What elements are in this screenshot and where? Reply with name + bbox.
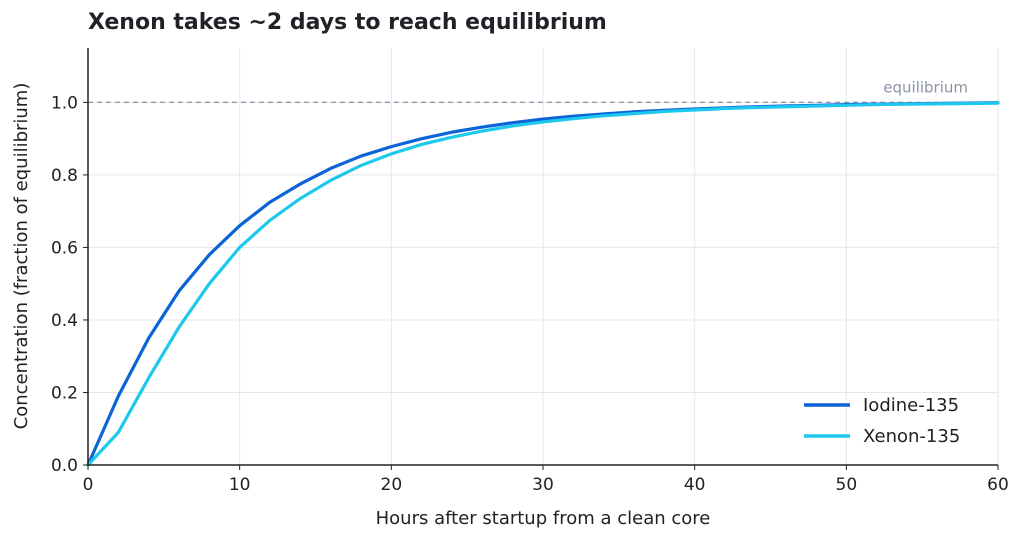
x-tick-label: 0 <box>83 475 94 495</box>
reference-line-group: equilibrium <box>88 78 998 103</box>
y-tick-label: 0.4 <box>51 311 78 331</box>
chart-title: Xenon takes ~2 days to reach equilibrium <box>88 10 607 35</box>
series-line-xenon-135 <box>86 101 1000 467</box>
y-tick-label: 1.0 <box>51 93 78 113</box>
y-tick-label: 0.0 <box>51 456 78 476</box>
series-lines <box>86 101 1000 467</box>
x-tick-label: 40 <box>684 475 706 495</box>
legend: Iodine-135 Xenon-135 <box>804 395 960 447</box>
x-tick-label: 60 <box>987 475 1009 495</box>
y-axis-ticks: 0.0 0.2 0.4 0.6 0.8 1.0 <box>51 93 88 476</box>
legend-label: Xenon-135 <box>863 426 960 447</box>
y-axis-label: Concentration (fraction of equilibrium) <box>11 83 32 430</box>
x-axis-ticks: 0 10 20 30 40 50 60 <box>83 465 1009 495</box>
legend-label: Iodine-135 <box>863 395 959 416</box>
y-tick-label: 0.6 <box>51 238 78 258</box>
y-tick-label: 0.8 <box>51 166 78 186</box>
x-axis-label: Hours after startup from a clean core <box>376 508 711 529</box>
x-tick-label: 30 <box>532 475 554 495</box>
x-tick-label: 10 <box>229 475 251 495</box>
x-tick-label: 20 <box>381 475 403 495</box>
equilibrium-label: equilibrium <box>883 78 968 96</box>
x-tick-label: 50 <box>836 475 858 495</box>
y-tick-label: 0.2 <box>51 383 78 403</box>
grid <box>88 48 999 465</box>
